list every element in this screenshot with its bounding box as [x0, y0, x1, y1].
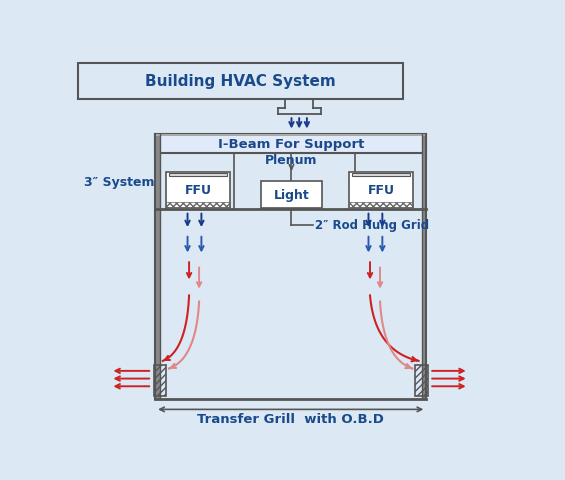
Text: Transfer Grill  with O.B.D: Transfer Grill with O.B.D	[197, 412, 384, 425]
Bar	[78, 64, 403, 100]
Bar	[349, 203, 413, 208]
Bar	[155, 134, 160, 399]
Bar	[155, 134, 426, 137]
Bar	[154, 365, 166, 396]
Bar	[169, 174, 227, 177]
Text: Light: Light	[273, 189, 310, 202]
Bar	[166, 203, 230, 208]
Bar	[353, 174, 410, 177]
Bar	[415, 365, 428, 396]
Bar	[166, 173, 230, 208]
Text: FFU: FFU	[184, 183, 211, 196]
Bar	[349, 173, 413, 208]
Bar	[260, 182, 322, 208]
Text: Plenum: Plenum	[265, 153, 318, 166]
Bar	[155, 134, 426, 154]
Text: 3″ System: 3″ System	[84, 176, 154, 189]
Text: I-Beam For Support: I-Beam For Support	[218, 138, 364, 151]
Text: Building HVAC System: Building HVAC System	[145, 74, 336, 89]
Bar	[421, 134, 426, 399]
Text: FFU: FFU	[368, 183, 395, 196]
Text: 2″ Rod Hung Grid: 2″ Rod Hung Grid	[315, 218, 429, 231]
